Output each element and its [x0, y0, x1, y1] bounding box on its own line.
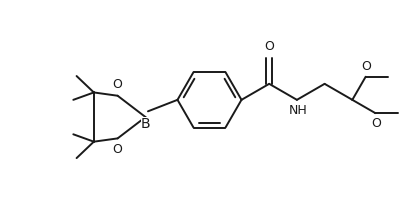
Text: NH: NH — [288, 103, 307, 116]
Text: O: O — [112, 143, 122, 156]
Text: O: O — [112, 78, 122, 91]
Text: O: O — [361, 60, 371, 73]
Text: B: B — [141, 117, 150, 131]
Text: O: O — [371, 117, 381, 130]
Text: O: O — [264, 40, 274, 53]
